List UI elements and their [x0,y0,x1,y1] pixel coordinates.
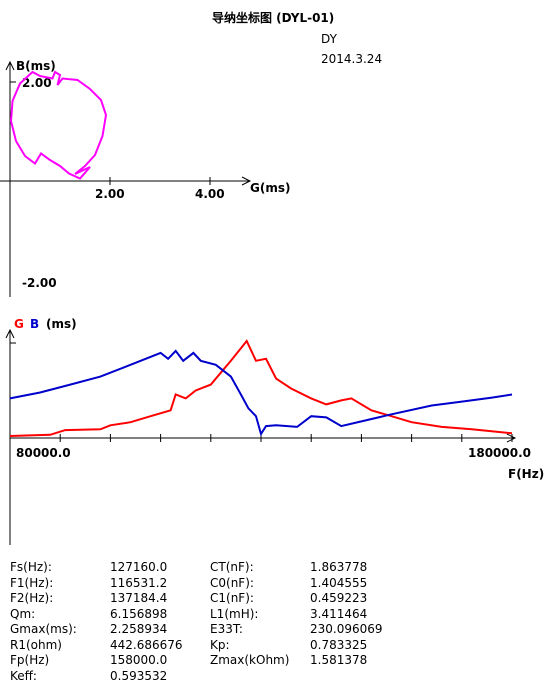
test-date: 2014.3.24 [321,52,382,66]
parameter-label-2: C0(nF): [210,575,254,590]
f-axis-label: F(Hz) [508,467,544,481]
parameter-label: Keff: [10,668,37,683]
parameter-value: 158000.0 [110,653,168,667]
parameter-label-2: CT(nF): [210,560,254,574]
parameter-value: 127160.0 [110,560,168,574]
g-tick-label-4: 4.00 [195,187,225,201]
parameter-label: F1(Hz): [10,575,54,590]
parameter-value: 2.258934 [110,622,168,636]
parameter-label: Qm: [10,606,36,621]
f-axis-arrow [506,433,517,443]
b-axis-label: B(ms) [16,59,56,73]
b-series-line [9,349,513,437]
parameter-value-2: 3.411464 [310,606,368,621]
parameter-label: Fs(Hz): [10,560,52,574]
b-axis-arrow [5,60,15,71]
parameter-value-2: 0.459223 [310,591,368,605]
parameter-value-2: 1.863778 [310,560,368,574]
parameter-value: 0.593532 [110,668,168,683]
parameter-label-2: E33T: [210,622,243,636]
b-legend: B [30,317,39,331]
g-axis-label: G(ms) [250,181,290,195]
b-tick-label-neg: -2.00 [22,276,57,290]
parameter-value-2: 1.404555 [310,575,368,590]
parameter-label: Fp(Hz) [10,653,50,667]
gb-unit-label: (ms) [46,317,77,331]
admittance-loop-line [9,70,108,180]
f-start-label: 80000.0 [16,446,71,460]
parameter-value-2: 1.581378 [310,653,368,667]
sample-name: DY [321,32,338,46]
parameter-value: 6.156898 [110,606,168,621]
g-tick-label-2: 2.00 [95,187,125,201]
parameter-label-2: C1(nF): [210,591,254,605]
g-series-line [9,339,513,437]
parameter-label: R1(ohm) [10,637,62,652]
parameter-label-2: L1(mH): [210,606,259,621]
parameter-value: 442.686676 [110,637,183,652]
b-tick-label-pos: 2.00 [22,76,52,90]
parameter-label: F2(Hz): [10,591,54,605]
g-legend: G [14,317,24,331]
parameter-label-2: Zmax(kOhm) [210,653,290,667]
parameter-value-2: 0.783325 [310,637,368,652]
parameter-value: 137184.4 [110,591,168,605]
f-end-label: 180000.0 [468,446,531,460]
parameter-value: 116531.2 [110,575,168,590]
g-axis-arrow [241,176,252,186]
frequency-chart: G B (ms) 80000.0 180000.0 F(Hz) [5,317,544,545]
parameter-value-2: 230.096069 [310,622,383,636]
chart-title: 导纳坐标图 (DYL-01) [212,10,334,25]
parameter-label-2: Kp: [210,637,230,652]
admittance-chart: B(ms) G(ms) 2.00 -2.00 2.00 4.00 [0,59,290,297]
parameter-label: Gmax(ms): [10,622,77,636]
gb-axis-arrow [5,328,15,339]
